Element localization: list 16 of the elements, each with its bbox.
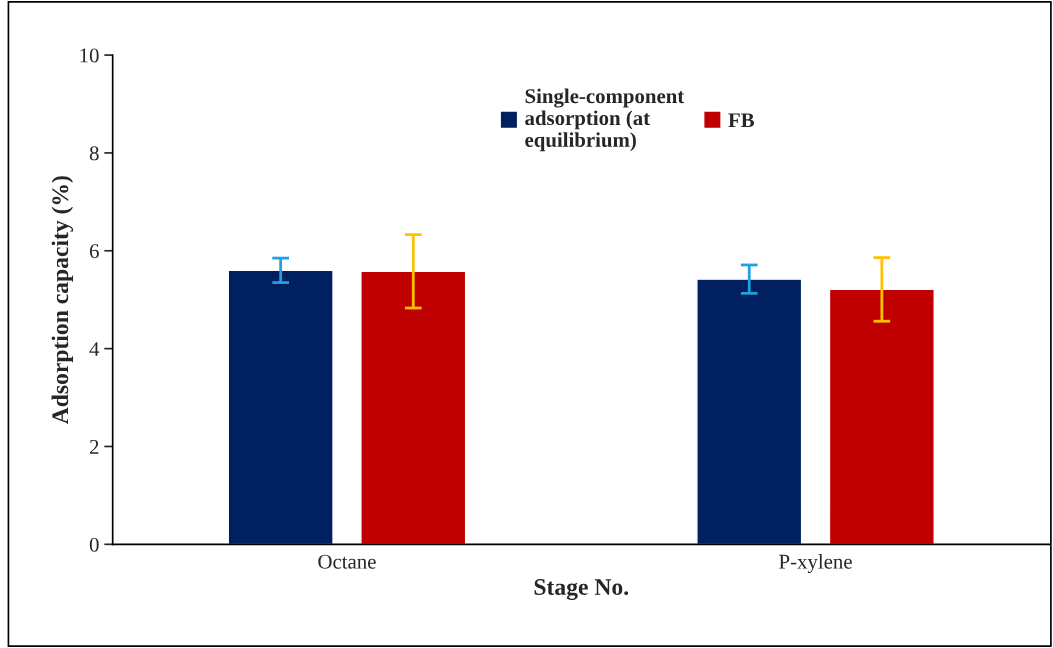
- y-tick-label: 8: [89, 146, 99, 161]
- bar: [696, 278, 803, 545]
- y-axis-title: Adsorption capacity (%): [51, 176, 74, 425]
- y-tick-label: 2: [89, 439, 99, 454]
- bar: [828, 288, 935, 545]
- y-tick-label: 6: [89, 244, 99, 259]
- legend-label: Single-component adsorption (at equilibrium): [525, 88, 685, 152]
- x-axis-title: Stage No.: [534, 579, 629, 600]
- y-tick-label: 0: [89, 537, 99, 552]
- x-tick-label: P-xylene: [779, 554, 852, 573]
- bar: [227, 269, 334, 545]
- bar: [360, 270, 467, 545]
- legend-label: FB: [728, 113, 755, 128]
- y-tick-label: 4: [89, 342, 100, 356]
- y-tick-label: 10: [80, 48, 99, 63]
- x-tick-label: Octane: [318, 554, 376, 569]
